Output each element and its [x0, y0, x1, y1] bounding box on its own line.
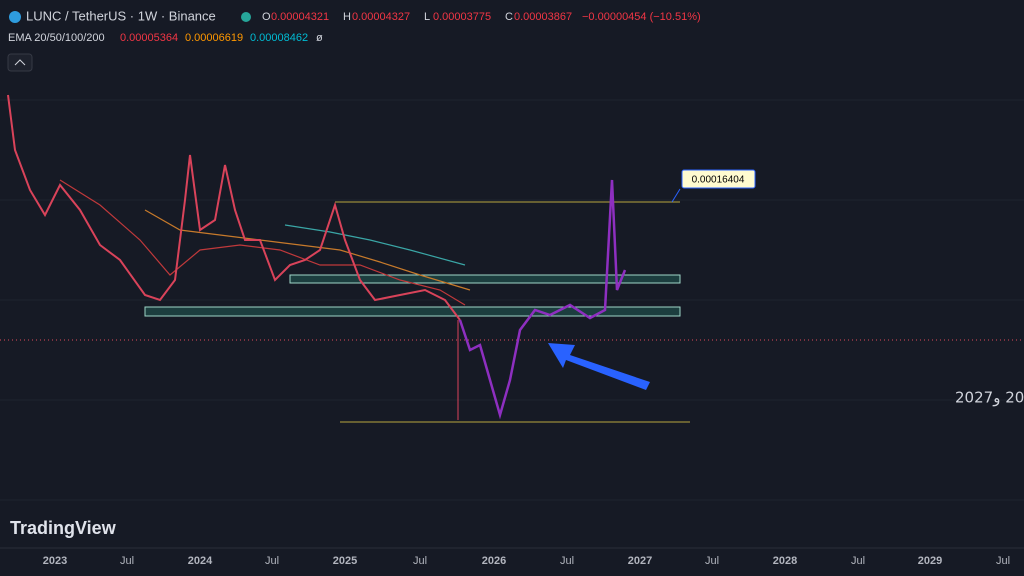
ohlc-value: 0.00003775	[433, 11, 491, 23]
ema-line	[59, 179, 466, 306]
x-axis-label: 2028	[773, 555, 797, 567]
x-axis-label: Jul	[705, 555, 719, 567]
indicator-name[interactable]: EMA 20/50/100/200	[8, 32, 105, 44]
indicator-value: 0.00008462	[250, 32, 308, 44]
x-axis-label: Jul	[560, 555, 574, 567]
ohlc-key: H	[343, 11, 351, 23]
ohlc-value: 0.00003867	[514, 11, 572, 23]
callout-pointer	[671, 188, 681, 203]
x-axis-label: Jul	[851, 555, 865, 567]
x-axis-label: 2027	[628, 555, 652, 567]
symbol-icon	[9, 11, 21, 23]
callout-label: 0.00016404	[692, 175, 745, 186]
projected-path	[458, 179, 627, 420]
collapse-button[interactable]	[7, 53, 33, 72]
change: −0.00000454 (−10.51%)	[582, 11, 701, 23]
annotation: حرکت احتمالی لونا کلاسیک تا سال 2026 و20…	[955, 389, 1024, 407]
ohlc-value: 0.00004321	[271, 11, 329, 23]
price-history	[7, 94, 461, 321]
callout-box	[681, 169, 756, 189]
ohlc-value: 0.00004327	[352, 11, 410, 23]
indicator-value: ø	[316, 32, 323, 44]
x-axis-label: 2026	[482, 555, 506, 567]
resistance-zone	[289, 274, 681, 284]
x-axis-label: 2029	[918, 555, 942, 567]
symbol[interactable]: LUNC / TetherUS · 1W · Binance	[26, 8, 216, 23]
grid	[0, 99, 1024, 501]
x-axis-label: 2023	[43, 555, 67, 567]
indicator-values: 0.00005364 0.00006619 0.00008462 ø	[120, 32, 323, 44]
support-zone	[144, 306, 681, 317]
x-axis-label: Jul	[413, 555, 427, 567]
ohlc-key: O	[262, 11, 271, 23]
ohlc: O 0.00004321 H 0.00004327 L 0.00003775 C 0.0000…	[262, 11, 701, 23]
x-axis-label: 2024	[188, 555, 213, 567]
x-axis-label: Jul	[120, 555, 134, 567]
ema-line	[144, 209, 471, 291]
status-dot	[241, 12, 251, 22]
ohlc-key: L	[424, 11, 430, 23]
indicator-value: 0.00006619	[185, 32, 243, 44]
chevron	[14, 59, 26, 66]
ema-line	[284, 224, 466, 266]
ohlc-key: C	[505, 11, 513, 23]
arrow	[548, 343, 650, 390]
indicator-value: 0.00005364	[120, 32, 178, 44]
x-axis-label: 2025	[333, 555, 357, 567]
x-axis: 2023 Jul 2024 Jul 2025 Jul 2026 Jul 2027 Jul 2028 J…	[43, 555, 1010, 567]
x-axis-label: Jul	[265, 555, 279, 567]
x-axis-label: Jul	[996, 555, 1010, 567]
logo: TradingView	[10, 518, 117, 538]
